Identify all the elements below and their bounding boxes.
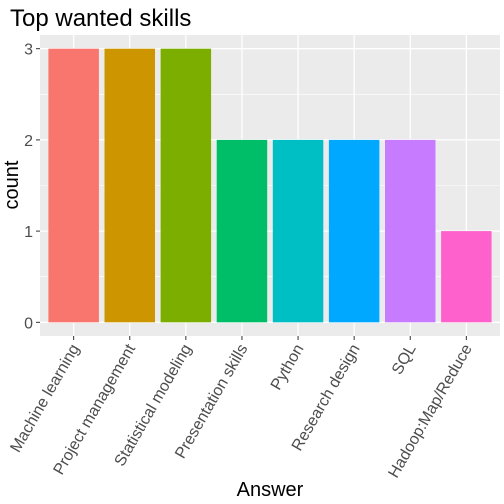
bars	[48, 48, 492, 323]
x-tick-label: Python	[268, 342, 308, 394]
y-tick-label: 0	[24, 315, 33, 332]
y-tick-label: 3	[24, 42, 33, 59]
bar-hadoop-map-reduce	[441, 231, 492, 323]
bar-research-design	[328, 139, 380, 323]
bar-sql	[385, 139, 436, 323]
bar-presentation-skills	[216, 139, 268, 323]
y-axis-title: count	[1, 160, 23, 209]
chart-title: Top wanted skills	[10, 5, 191, 32]
bar-machine-learning	[48, 48, 99, 323]
bar-statistical-modeling	[160, 48, 212, 323]
x-tick-label: SQL	[389, 341, 420, 377]
y-axis: 0 1 2 3	[24, 42, 40, 332]
x-axis-title: Answer	[237, 479, 304, 501]
bar-project-management	[104, 48, 155, 323]
bar-python	[272, 139, 324, 323]
y-tick-label: 1	[24, 224, 33, 241]
y-tick-label: 2	[24, 133, 33, 150]
